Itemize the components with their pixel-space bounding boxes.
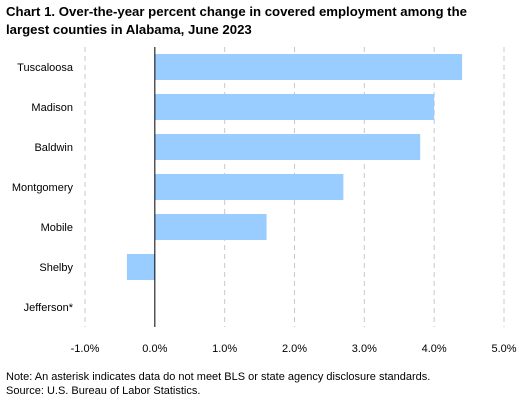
notes: Note: An asterisk indicates data do not …: [6, 370, 430, 398]
bar-mobile: [154, 214, 267, 240]
chart-title: Chart 1. Over-the-year percent change in…: [6, 4, 467, 37]
bar-madison: [154, 94, 435, 120]
bar-shelby: [126, 254, 155, 280]
note-text: Note: An asterisk indicates data do not …: [6, 371, 431, 383]
x-tick-label: 5.0%: [491, 343, 516, 355]
category-label: Tuscaloosa: [17, 62, 74, 74]
category-label: Baldwin: [34, 142, 73, 154]
bar-chart: Tuscaloosa Madison Baldwin Montgomery Mobile…: [12, 47, 517, 355]
bar-tuscaloosa: [154, 54, 463, 80]
x-tick-label: 3.0%: [352, 343, 377, 355]
bar-baldwin: [154, 134, 421, 160]
bar-montgomery: [154, 174, 344, 200]
x-tick-label: 2.0%: [282, 343, 307, 355]
x-tick-labels: -1.0% 0.0% 1.0% 2.0% 3.0% 4.0% 5.0%: [71, 343, 517, 355]
category-label: Madison: [31, 102, 73, 114]
category-label: Jefferson*: [24, 302, 74, 314]
category-label: Mobile: [41, 222, 73, 234]
x-tick-label: 4.0%: [422, 343, 447, 355]
source-text: Source: U.S. Bureau of Labor Statistics.: [6, 385, 201, 397]
category-label: Montgomery: [12, 182, 74, 194]
category-label: Shelby: [39, 262, 73, 274]
bars: [126, 54, 463, 280]
x-tick-label: -1.0%: [71, 343, 100, 355]
category-labels: Tuscaloosa Madison Baldwin Montgomery Mobile…: [12, 62, 74, 314]
x-tick-label: 0.0%: [142, 343, 167, 355]
x-tick-label: 1.0%: [212, 343, 237, 355]
